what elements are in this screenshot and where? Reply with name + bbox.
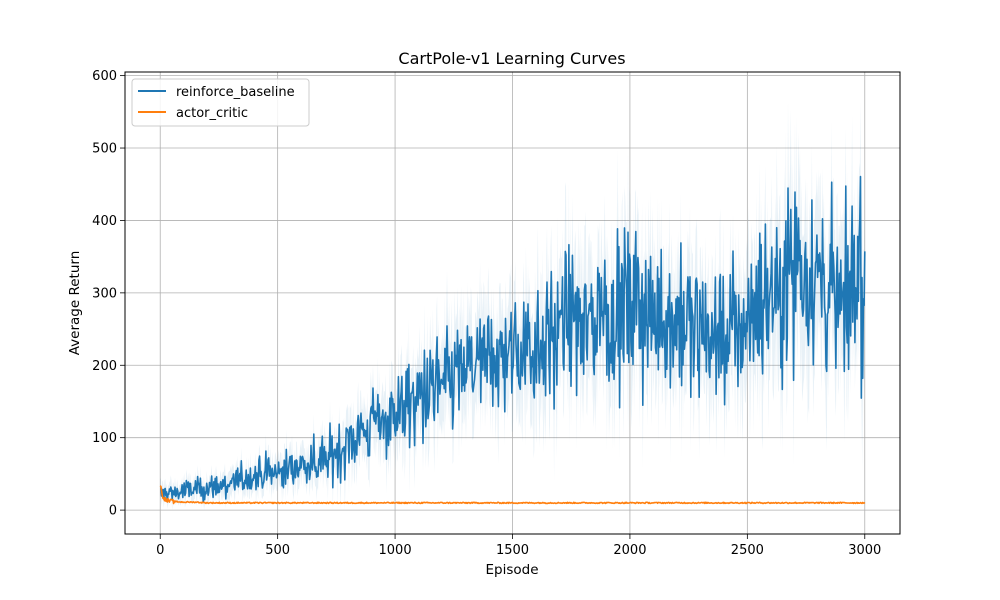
x-tick-label: 1500 bbox=[496, 543, 529, 558]
x-tick-label: 500 bbox=[265, 543, 290, 558]
x-tick-label: 0 bbox=[156, 543, 164, 558]
y-tick-label: 100 bbox=[92, 431, 117, 446]
x-tick-label: 2000 bbox=[613, 543, 646, 558]
y-axis-label: Average Return bbox=[67, 251, 83, 356]
line-actor_critic bbox=[159, 485, 866, 505]
y-tick-label: 400 bbox=[92, 214, 117, 229]
y-tick-label: 300 bbox=[92, 286, 117, 301]
y-tick-label: 200 bbox=[92, 359, 117, 374]
line-reinforce_baseline bbox=[160, 175, 866, 503]
legend-box bbox=[131, 78, 310, 127]
series-lines bbox=[159, 175, 866, 505]
x-tick-label: 2500 bbox=[731, 543, 764, 558]
y-tick-label: 0 bbox=[109, 504, 117, 519]
axis-ticks: 0 500 1000 1500 2000 2500 3000 0 100 200 300 400 500… bbox=[92, 69, 881, 558]
y-tick-label: 600 bbox=[92, 69, 117, 84]
legend: reinforce_baseline actor_critic bbox=[131, 78, 310, 127]
y-tick-label: 500 bbox=[92, 142, 117, 157]
legend-label-actor-critic: actor_critic bbox=[176, 106, 248, 121]
x-axis-label: Episode bbox=[485, 562, 538, 578]
legend-label-reinforce-baseline: reinforce_baseline bbox=[176, 85, 295, 100]
chart-title: CartPole-v1 Learning Curves bbox=[398, 49, 625, 68]
x-tick-label: 1000 bbox=[379, 543, 412, 558]
x-tick-label: 3000 bbox=[848, 543, 881, 558]
